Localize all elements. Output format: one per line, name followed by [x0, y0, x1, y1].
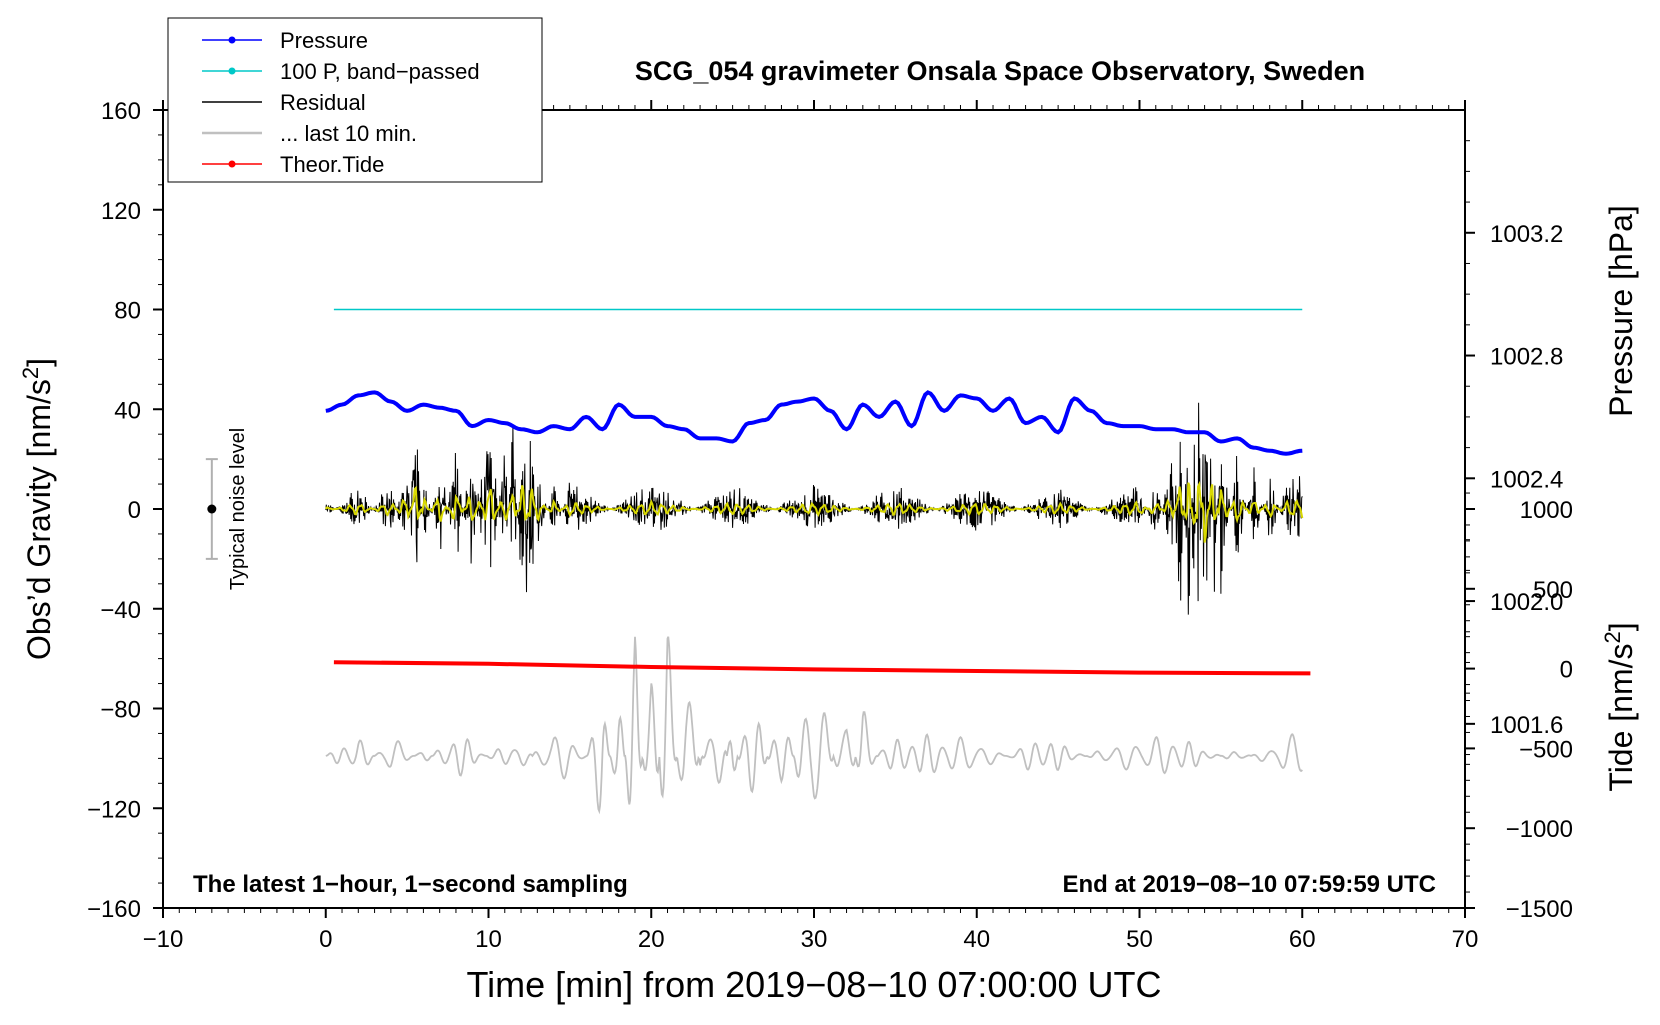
legend-label: ... last 10 min.	[280, 121, 417, 146]
x-tick-label: 40	[963, 926, 990, 953]
legend: Pressure 100 P, band−passed Residual ... la…	[167, 17, 543, 183]
tide-tick-label: −1000	[1506, 816, 1573, 843]
pressure-series	[325, 390, 1303, 456]
legend-label: Pressure	[280, 28, 368, 53]
y-tick-label: 160	[101, 98, 141, 125]
y-tick-label: 80	[114, 298, 141, 325]
tide-tick-label: 0	[1560, 657, 1573, 684]
annotation-end-time: End at 2019−08−10 07:59:59 UTC	[1062, 871, 1436, 898]
y-axis-label-left-sup: 2	[18, 367, 43, 379]
y-tick-label: −160	[87, 896, 141, 923]
y-axis-label-tide: Tide [nm/s2]	[1600, 622, 1639, 791]
pressure-axis-ticks: 1001.6 1002.0 1002.4 1002.8 1003.2	[1465, 140, 1563, 756]
pressure-tick-label: 1002.4	[1490, 466, 1563, 493]
noise-bar-dot	[207, 504, 217, 514]
tide-line	[333, 660, 1311, 676]
y-tick-label: 120	[101, 198, 141, 225]
pressure-tick-label: 1003.2	[1490, 221, 1563, 248]
chart-title: SCG_054 gravimeter Onsala Space Observat…	[635, 56, 1365, 86]
x-tick-label: 30	[801, 926, 828, 953]
legend-item: ... last 10 min.	[202, 121, 417, 146]
x-axis-label: Time [min] from 2019−08−10 07:00:00 UTC	[466, 964, 1161, 1005]
noise-level-label: Typical noise level	[227, 428, 249, 590]
y-axis-ticks: 160 120 80 40 0 −40 −80 −120 −160	[87, 98, 163, 923]
y-axis-label-tide-close: ]	[1603, 622, 1639, 631]
legend-label: 100 P, band−passed	[280, 59, 480, 84]
y-tick-label: 0	[128, 497, 141, 524]
y-axis-label-pressure: Pressure [hPa]	[1603, 205, 1639, 417]
tide-tick-label: −1500	[1506, 896, 1573, 923]
legend-swatch-marker	[228, 67, 236, 75]
residual-line	[325, 402, 1303, 615]
tide-axis-ticks: −1500 −1000 −500 0 500 1000	[1465, 492, 1573, 923]
legend-swatch-marker	[228, 36, 236, 44]
x-axis-ticks: −10 0 10 20 30 40 50 60 70	[143, 100, 1479, 953]
residual-smoothed-series	[324, 480, 1304, 543]
x-tick-label: 70	[1452, 926, 1479, 953]
annotation-sampling: The latest 1−hour, 1−second sampling	[193, 871, 628, 898]
legend-item: Theor.Tide	[202, 152, 384, 177]
noise-bar-layer	[205, 458, 218, 560]
y-tick-label: 40	[114, 397, 141, 424]
pressure-line	[325, 390, 1303, 456]
x-tick-label: 60	[1289, 926, 1316, 953]
legend-item: Pressure	[202, 28, 368, 53]
y-axis-label-tide-main: Tide [nm/s	[1603, 643, 1639, 791]
x-tick-label: 20	[638, 926, 665, 953]
last-10-min-line	[325, 636, 1303, 815]
x-tick-label: −10	[143, 926, 184, 953]
residual-series	[325, 402, 1303, 615]
legend-item: Residual	[202, 90, 366, 115]
pressure-tick-label: 1002.0	[1490, 589, 1563, 616]
y-axis-label-left-close: ]	[21, 358, 57, 367]
pressure-tick-label: 1002.8	[1490, 344, 1563, 371]
legend-box	[167, 17, 543, 183]
tide-series	[333, 660, 1311, 676]
tide-tick-label: 1000	[1520, 497, 1573, 524]
pressure-tick-label: 1001.6	[1490, 712, 1563, 739]
legend-items: Pressure 100 P, band−passed Residual ... la…	[202, 28, 480, 177]
y-axis-label-left: Obs’d Gravity [nm/s2]	[18, 358, 57, 660]
x-tick-label: 10	[475, 926, 502, 953]
last-10-min-series	[325, 636, 1303, 815]
tide-tick-label: −500	[1519, 736, 1573, 763]
legend-item: 100 P, band−passed	[202, 59, 480, 84]
y-axis-label-tide-sup: 2	[1600, 631, 1625, 643]
y-axis-label-left-main: Obs’d Gravity [nm/s	[21, 379, 57, 660]
y-tick-label: −40	[100, 597, 141, 624]
legend-label: Theor.Tide	[280, 152, 384, 177]
legend-label: Residual	[280, 90, 366, 115]
x-tick-label: 50	[1126, 926, 1153, 953]
y-tick-label: −120	[87, 796, 141, 823]
x-tick-label: 0	[319, 926, 332, 953]
residual-smoothed-line	[324, 480, 1304, 543]
tide-tick-label: 500	[1533, 577, 1573, 604]
y-tick-label: −80	[100, 697, 141, 724]
legend-swatch-marker	[228, 160, 236, 168]
